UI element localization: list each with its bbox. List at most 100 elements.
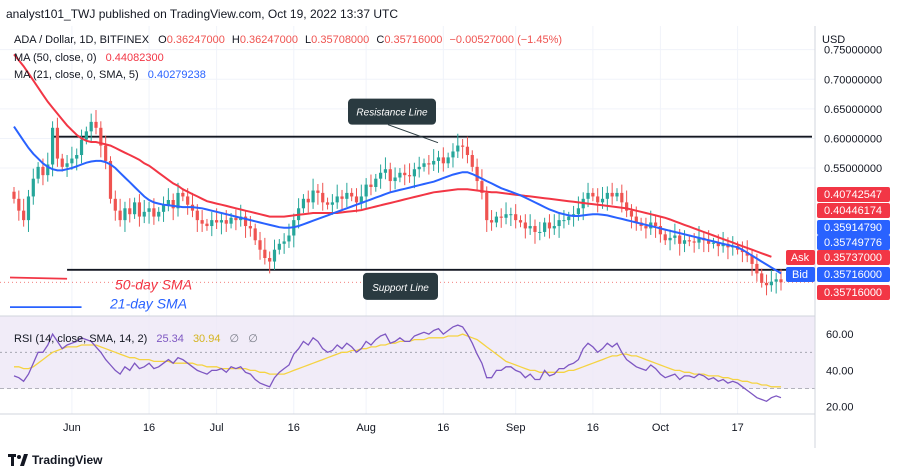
candle-body (774, 279, 778, 282)
chart-annotations: Resistance Line Support Line 50-day SMA 21-… (109, 98, 439, 311)
candle-body (446, 157, 450, 164)
candle-body (504, 214, 508, 218)
resistance-callout-pointer (387, 124, 439, 144)
svg-text:RSI (14, close, SMA, 14, 2): RSI (14, close, SMA, 14, 2) 25.34 30.94 … (14, 333, 258, 345)
candle-body (591, 192, 595, 197)
candle-body (673, 235, 677, 238)
svg-text:ADA / Dollar, 1D, BITFINEX: ADA / Dollar, 1D, BITFINEX O0.36247000 H… (14, 34, 562, 46)
candle-body (441, 157, 445, 164)
rsi-legend: RSI (14, close, SMA, 14, 2) 25.34 30.94 … (14, 333, 258, 345)
candle-body (711, 242, 716, 244)
candle-body (678, 235, 682, 244)
visibility-icon-2[interactable]: ∅ (248, 333, 258, 345)
trading-chart: USD 0.75000000 0.70000000 0.65000000 0.6000… (0, 26, 900, 448)
candle-body (234, 217, 238, 221)
candle-body (610, 192, 614, 197)
candle-body (596, 196, 600, 203)
rsi-tick-label: 40.00 (826, 365, 854, 377)
rsi-ma-line (14, 333, 781, 388)
candle-body (176, 192, 180, 209)
candle-body (301, 198, 306, 209)
candle-body (509, 214, 513, 216)
time-tick-label: Jul (210, 422, 224, 434)
price-tag-box (817, 285, 890, 300)
time-tick-label: 16 (587, 422, 599, 434)
legend-ma50-label: MA (50, close, 0) (14, 52, 97, 64)
sma21-annotation: 21-day SMA (109, 295, 187, 311)
candle-body (364, 184, 368, 197)
price-tag-label: 0.35737000 (824, 252, 882, 264)
price-tag-label: 0.35914790 (824, 222, 882, 234)
price-tick-label: 0.55000000 (824, 163, 882, 175)
candle-body (547, 222, 552, 229)
candle-body (779, 279, 783, 283)
candle-body (697, 237, 701, 243)
candle-body (475, 166, 479, 182)
candle-body (243, 216, 248, 227)
candle-body (340, 196, 344, 199)
candle-body (600, 198, 605, 203)
price-axis: 0.75000000 0.70000000 0.65000000 0.60000000… (824, 45, 882, 175)
candle-body (769, 281, 773, 286)
candle-body (557, 220, 561, 227)
support-label-box (363, 272, 438, 300)
candle-body (533, 226, 537, 232)
candle-body (528, 226, 532, 229)
rsi-tick-label: 60.00 (826, 329, 854, 341)
resistance-label: Resistance Line (356, 108, 428, 119)
candle-body (99, 127, 103, 146)
candle-body (451, 151, 455, 158)
candle-body (316, 190, 320, 193)
candle-body (629, 210, 634, 217)
candle-body (282, 241, 286, 244)
candle-body (393, 177, 397, 182)
price-tick-label: 0.75000000 (824, 45, 882, 57)
candle-body (253, 228, 257, 241)
rsi-tick-label: 20.00 (826, 402, 854, 414)
candle-body (663, 234, 667, 241)
candle-body (36, 166, 40, 179)
candle-body (335, 196, 339, 203)
legend-high-label: H (232, 34, 240, 46)
candle-body (181, 192, 185, 197)
candle-body (543, 222, 547, 232)
candle-body (494, 216, 498, 223)
candle-body (379, 172, 383, 179)
sma50-sample-line (9, 276, 68, 280)
price-tick-label: 0.60000000 (824, 133, 882, 145)
candle-body (224, 220, 228, 224)
candle-body (586, 192, 590, 199)
candle-body (46, 164, 50, 176)
candle-body (388, 169, 392, 182)
candle-body (89, 121, 93, 132)
ask-tag-box (786, 250, 815, 265)
candle-body (634, 216, 638, 223)
candle-body (195, 210, 199, 221)
price-tag-box (817, 220, 890, 235)
candle-body (605, 192, 609, 199)
candle-body (538, 231, 542, 233)
candle-body (398, 172, 402, 178)
main-legend: ADA / Dollar, 1D, BITFINEX O0.36247000 H… (14, 34, 562, 81)
time-tick-label: Oct (652, 422, 669, 434)
svg-text:MA (21, close, 0, SMA, 5): MA (21, close, 0, SMA, 5) 0.40279238 (14, 69, 206, 81)
candle-body (407, 175, 412, 177)
candle-body (152, 208, 156, 217)
candle-body (687, 240, 691, 242)
ma21-line (13, 126, 782, 275)
publish-header: analyst101_TWJ published on TradingView.… (0, 0, 900, 26)
time-tick-label: 16 (437, 422, 449, 434)
candle-body (210, 220, 214, 227)
ask-tag-label: Ask (791, 252, 810, 264)
candle-body (268, 258, 272, 262)
candle-body (707, 240, 711, 244)
visibility-icon[interactable]: ∅ (230, 333, 240, 345)
legend-symbol: ADA / Dollar, 1D, BITFINEX (14, 34, 150, 46)
candle-body (219, 220, 224, 223)
rsi-legend-label: RSI (14, close, SMA, 14, 2) (14, 333, 147, 345)
candle-body (142, 211, 146, 217)
candle-body (22, 210, 26, 221)
candle-body (499, 216, 503, 218)
price-tag-label: 0.40446174 (824, 205, 882, 217)
candle-body (480, 181, 484, 193)
